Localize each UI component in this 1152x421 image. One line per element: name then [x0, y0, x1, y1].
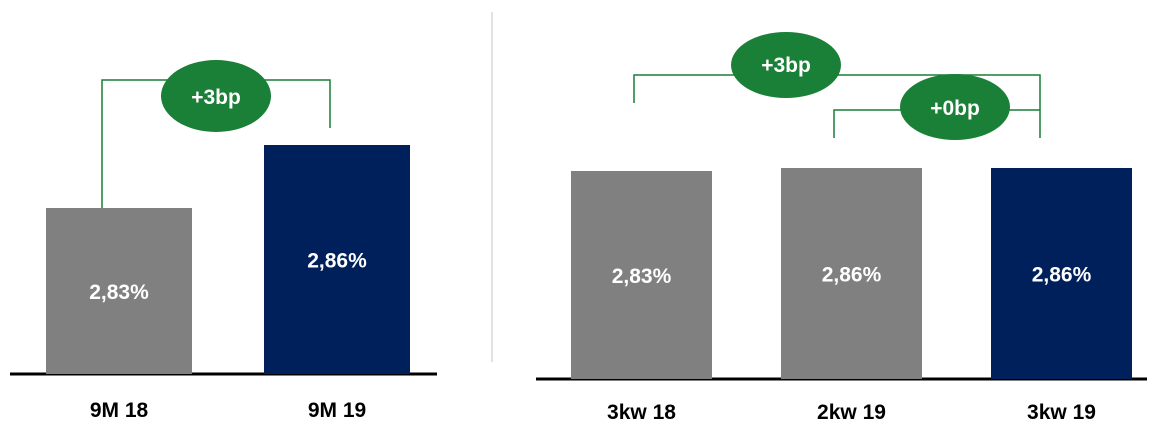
delta-label-inner: +0bp — [930, 97, 980, 120]
category-label-9m-18: 9M 18 — [90, 399, 149, 421]
delta-badge-outer — [731, 32, 841, 98]
delta-badge-left — [161, 60, 271, 132]
value-label-9m-19: 2,86% — [307, 250, 367, 273]
category-label-2kw-19: 2kw 19 — [817, 401, 886, 421]
delta-label-outer: +3bp — [761, 54, 811, 77]
bar-2kw-19 — [781, 168, 922, 379]
chart-right: 2,83% 2,86% 2,86% 3kw 18 2kw 19 3kw 19 +… — [536, 32, 1147, 421]
delta-label-left: +3bp — [191, 86, 241, 109]
value-label-2kw-19: 2,86% — [822, 264, 882, 287]
value-label-3kw-19: 2,86% — [1032, 264, 1092, 287]
category-label-9m-19: 9M 19 — [308, 399, 366, 421]
bar-3kw-18 — [571, 171, 712, 379]
chart-left: 2,83% 2,86% 9M 18 9M 19 +3bp — [10, 60, 437, 421]
bar-9m-18 — [46, 208, 192, 374]
value-label-9m-18: 2,83% — [89, 281, 149, 304]
delta-badge-inner — [900, 74, 1010, 140]
category-label-3kw-19: 3kw 19 — [1027, 401, 1096, 421]
value-label-3kw-18: 2,83% — [612, 265, 672, 288]
category-label-3kw-18: 3kw 18 — [607, 401, 676, 421]
bar-3kw-19 — [991, 168, 1132, 379]
bar-9m-19 — [264, 145, 410, 374]
